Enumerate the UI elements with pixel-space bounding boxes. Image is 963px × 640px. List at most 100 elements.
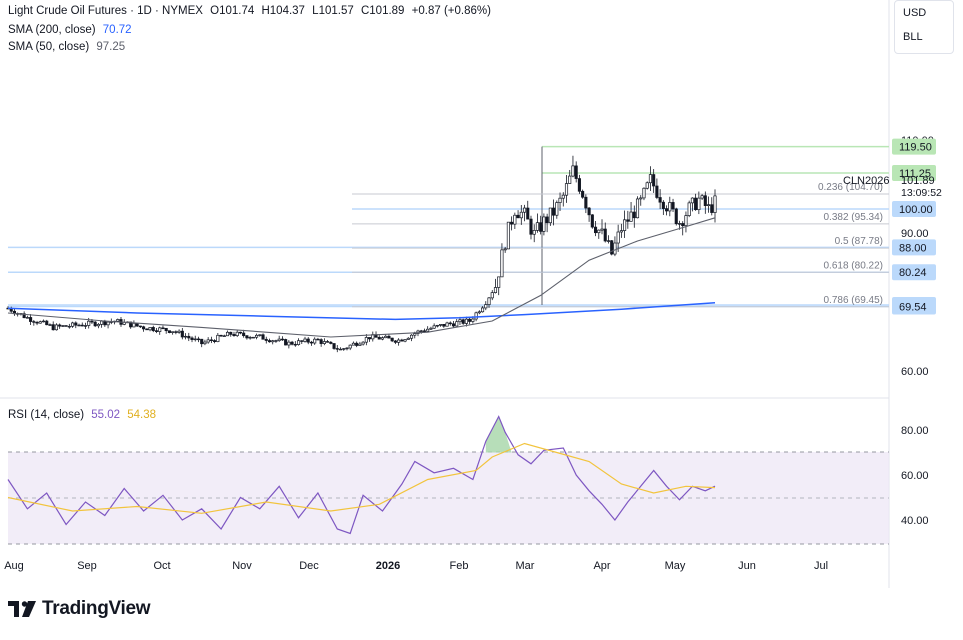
candle-body (242, 332, 246, 337)
candle-body (432, 325, 436, 329)
tradingview-logo[interactable]: TradingView (8, 598, 151, 620)
candle-body (477, 311, 481, 314)
sma50-label: SMA (50, close) (8, 41, 90, 53)
candle-body (145, 328, 149, 331)
candle-body (229, 331, 233, 335)
candle-body (490, 292, 494, 299)
candle-body (255, 334, 259, 338)
candle-body (203, 341, 207, 345)
candle-body (706, 204, 711, 206)
contract-label: CLN2026 (843, 175, 889, 187)
fib-label: 0.382 (95.34) (824, 212, 884, 223)
candle-body (564, 183, 569, 196)
candle-body (606, 240, 611, 242)
candle-body (697, 197, 701, 211)
level-badge[interactable]: 69.54 (892, 298, 936, 315)
candle-body (409, 334, 414, 339)
candle-body (671, 202, 675, 210)
candle-body (96, 324, 100, 327)
candle-body (345, 347, 349, 350)
candle-body (694, 197, 698, 211)
candle-body (177, 330, 181, 333)
candle-body (703, 195, 707, 206)
candle-body (645, 182, 649, 189)
level-badge[interactable]: 119.50 (892, 138, 936, 155)
candle-body (487, 297, 491, 305)
level-badge[interactable]: 88.00 (892, 239, 936, 256)
candle-body (364, 337, 368, 343)
candle-body (258, 334, 262, 336)
candle-body (32, 321, 36, 323)
candle-body (100, 320, 104, 325)
candle-body (316, 338, 320, 341)
x-axis-label: Nov (232, 560, 252, 572)
sma200-line[interactable] (7, 301, 716, 321)
candle-body (558, 197, 562, 203)
candle-body (616, 231, 620, 244)
price-tick-label: 60.00 (901, 366, 929, 378)
candle-body (54, 324, 58, 331)
candle-body (632, 211, 636, 219)
svg-text:111.25: 111.25 (899, 168, 931, 180)
sma50-line[interactable] (7, 217, 716, 338)
candle-body (377, 336, 381, 340)
candle-body (35, 321, 39, 324)
candle-body (535, 222, 539, 231)
candle-body (597, 229, 601, 234)
candle-body (532, 230, 536, 235)
unit-button[interactable]: BLL (895, 27, 949, 47)
candle-body (51, 324, 55, 331)
rsi-ma-line[interactable] (7, 442, 716, 514)
candle-body (209, 339, 213, 342)
candle-body (180, 330, 184, 338)
candle-body (629, 211, 633, 222)
rsi-tick-label: 80.00 (901, 425, 929, 437)
x-axis-label: Apr (593, 560, 610, 572)
level-badge[interactable]: 100.00 (892, 201, 936, 217)
candle-body (584, 196, 588, 209)
candle-body (64, 325, 68, 327)
candle-body (90, 320, 94, 323)
candle-body (280, 338, 284, 341)
candle-body (548, 207, 552, 224)
rsi-overbought-fill (485, 416, 512, 453)
x-axis-label: 2026 (376, 560, 400, 572)
candle-body (455, 321, 459, 327)
level-badge[interactable]: 111.25 (892, 165, 936, 181)
candle-body (138, 325, 142, 328)
candle-body (245, 335, 249, 339)
rsi-value: 55.02 (91, 409, 121, 421)
candle-body (326, 341, 330, 343)
fib-label: 0.618 (80.22) (824, 260, 884, 271)
candle-body (674, 208, 678, 225)
candle-body (235, 331, 239, 337)
candle-body (351, 342, 355, 346)
candle-body (358, 343, 362, 346)
candle-body (542, 216, 546, 232)
candle-body (87, 320, 91, 326)
candle-body (690, 197, 694, 204)
tradingview-logo-icon (8, 601, 36, 617)
unit-selector[interactable] (894, 0, 954, 54)
candle-body (335, 348, 339, 350)
candle-body (309, 341, 314, 344)
candle-body (187, 335, 191, 339)
candle-body (225, 331, 230, 337)
candle-body (506, 221, 510, 250)
candle-body (619, 230, 623, 233)
open-label: O (210, 5, 220, 17)
low-label: L (312, 5, 319, 17)
candle-body (93, 321, 97, 327)
candle-body (219, 334, 223, 337)
candle-body (613, 242, 617, 255)
candle-body (390, 337, 394, 342)
candle-body (332, 343, 336, 349)
candle-body (319, 339, 323, 344)
candle-body (400, 339, 404, 342)
candle-body (167, 330, 171, 333)
candle-body (67, 325, 71, 328)
level-badge[interactable]: 80.24 (892, 264, 936, 281)
rsi-line[interactable] (7, 415, 716, 535)
currency-button[interactable]: USD (895, 3, 949, 23)
